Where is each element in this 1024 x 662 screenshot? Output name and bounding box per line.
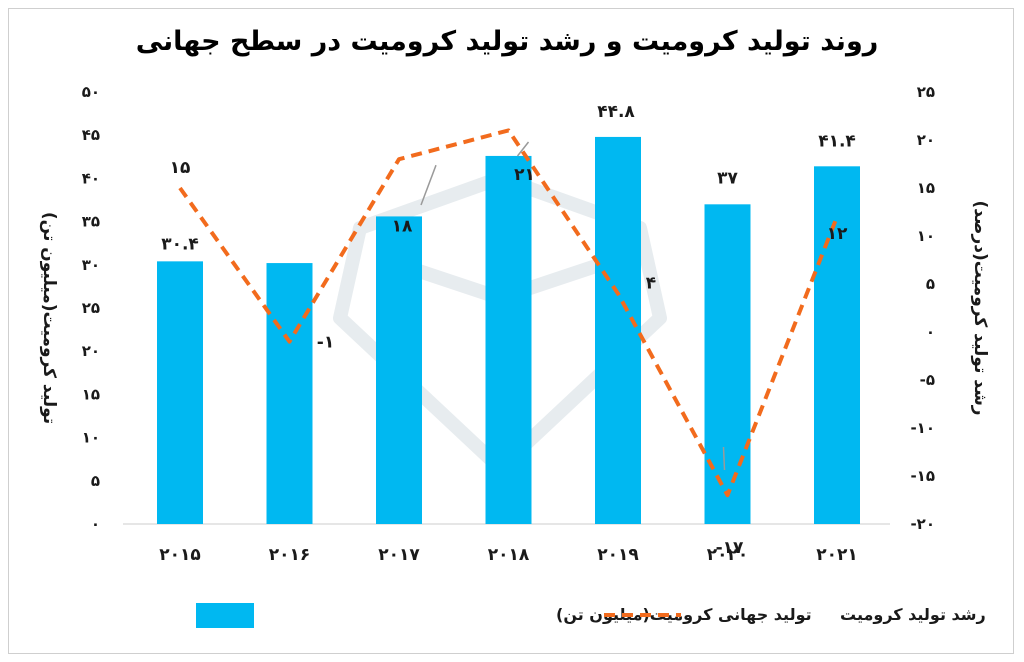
x-tick-label: ۲۰۱۸ [488,545,530,565]
bar-data-label: ۲۱ [514,165,535,185]
right-tick-label: ۱۵ [917,179,935,197]
bar-data-label: ۱۸ [392,216,413,236]
left-axis-title: تولید کرومیت(میلیون تن) [39,212,59,424]
right-tick-label: ۰ [926,323,935,341]
x-tick-label: ۲۰۲۰ [707,545,749,565]
left-axis: ۰ ۵ ۱۰ ۱۵ ۲۰ ۲۵ ۳۰ ۳۵ ۴۰ ۴۵ ۵۰ [82,83,100,533]
x-tick-label: ۲۰۱۹ [597,545,639,565]
bar-data-label: ۳۰.۴ [161,234,199,254]
left-tick-label: ۱۵ [82,385,100,403]
bar [704,204,751,524]
bar-data-label: ۳۷ [717,168,738,188]
line-series [178,128,839,498]
right-tick-label: -۲۰ [910,515,935,533]
bar [595,136,641,525]
legend-bar-label: تولید جهانی کرومیت(میلیون تن) [556,605,812,624]
bar-data-label: ۴۱.۴ [818,131,856,151]
bar [157,261,203,524]
right-tick-label: ۵ [926,275,935,293]
leader-line [420,164,437,206]
legend-bar-swatch [196,603,254,628]
right-tick-label: -۱۵ [910,467,935,485]
right-axis: -۲۰ -۱۵ -۱۰ -۵ ۰ ۵ ۱۰ ۱۵ ۲۰ ۲۵ [910,83,935,533]
bar [376,216,422,524]
legend-line-label: رشد تولید کرومیت [840,605,986,624]
legend: تولید جهانی کرومیت(میلیون تن) رشد تولید … [196,603,986,628]
line-data-label: ۴ [646,274,656,294]
bar [485,155,532,524]
right-tick-label: -۵ [920,371,935,389]
left-tick-label: ۴۰ [82,169,100,187]
left-tick-label: ۵۰ [82,83,100,101]
line-data-label: ۱۵ [170,158,191,178]
left-tick-label: ۲۵ [82,299,100,317]
bar-series [157,136,860,525]
line-data-label: ۱۲ [827,224,848,244]
left-tick-label: ۰ [91,515,100,533]
left-tick-label: ۱۰ [82,429,100,447]
x-tick-label: ۲۰۱۵ [159,545,201,565]
right-tick-label: -۱۰ [910,419,935,437]
bar-data-labels: ۳۰.۴ ۱۸ ۲۱ ۴۴.۸ ۳۷ ۴۱.۴ [161,102,856,254]
line-data-labels: ۱۵ -۱ ۴ -۱۷ ۱۲ [170,158,848,558]
left-tick-label: ۵ [91,472,100,490]
left-tick-label: ۳۰ [82,256,100,274]
x-axis: ۲۰۱۵ ۲۰۱۶ ۲۰۱۷ ۲۰۱۸ ۲۰۱۹ ۲۰۲۰ ۲۰۲۱ [159,545,858,565]
line-data-label: -۱ [317,333,334,353]
x-tick-label: ۲۰۱۶ [269,545,311,565]
leader-line [516,141,530,157]
right-tick-label: ۲۵ [917,83,935,101]
bar [266,263,313,524]
x-tick-label: ۲۰۲۱ [816,545,858,565]
line-data-label: -۱۷ [716,538,744,558]
chart-title: روند تولید کرومیت و رشد تولید کرومیت در … [136,26,879,57]
leader-line [722,446,726,471]
bar-data-label: ۴۴.۸ [597,102,635,122]
bar [814,166,860,524]
right-tick-label: ۲۰ [917,131,935,149]
left-tick-label: ۳۵ [82,213,100,231]
leader-lines [420,141,726,471]
left-tick-label: ۲۰ [82,342,100,360]
x-tick-label: ۲۰۱۷ [378,545,420,565]
right-axis-title: رشد تولید کرومیت(درصد) [970,200,990,415]
right-tick-label: ۱۰ [917,227,935,245]
left-tick-label: ۴۵ [82,126,100,144]
